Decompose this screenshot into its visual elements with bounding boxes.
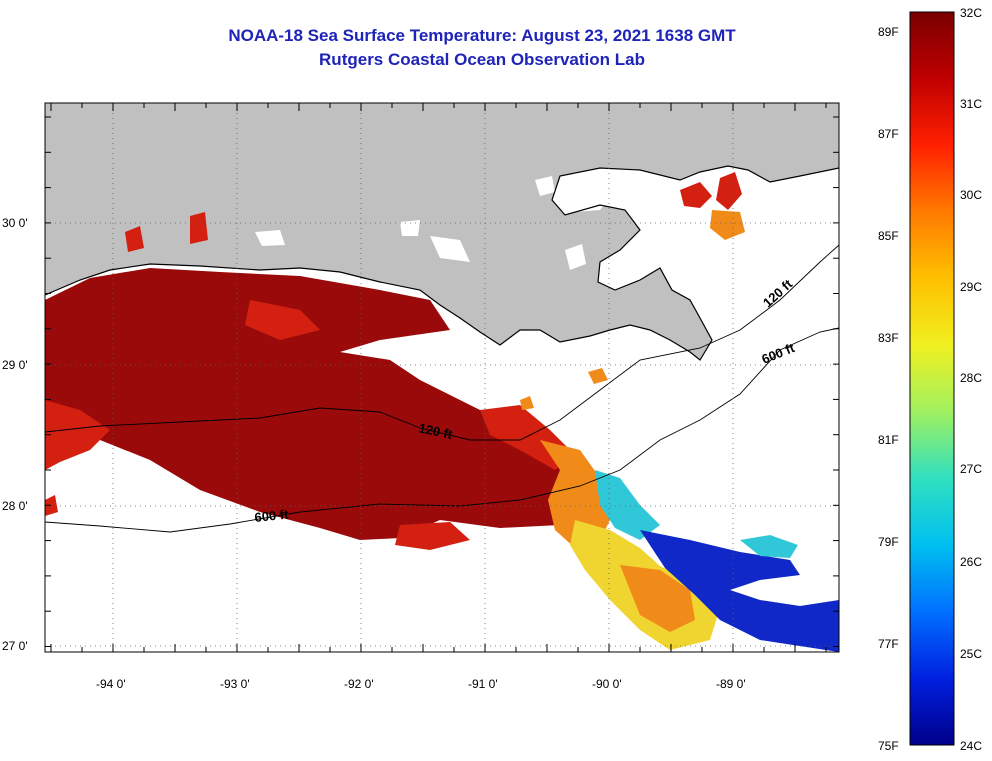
lat-label: 29 0' <box>2 358 28 372</box>
sst-mid-patch <box>540 440 615 548</box>
lon-label: -91 0' <box>468 677 498 691</box>
sst-warm-patch <box>716 172 742 210</box>
sst-cool-patch <box>740 535 798 558</box>
colorbar-celsius-label: 24C <box>960 739 982 753</box>
coastline <box>45 165 839 361</box>
colorbar-celsius-label: 32C <box>960 6 982 20</box>
sst-warm-patch <box>245 300 320 340</box>
colorbar-celsius-label: 30C <box>960 188 982 202</box>
axis-ticks <box>45 103 839 652</box>
map-title: NOAA-18 Sea Surface Temperature: August … <box>228 26 736 45</box>
colorbar-fahrenheit-label: 75F <box>878 739 899 753</box>
lon-label: -94 0' <box>96 677 126 691</box>
colorbar-fahrenheit-label: 83F <box>878 331 899 345</box>
colorbar-celsius-label: 26C <box>960 555 982 569</box>
sst-warm-patch <box>395 522 470 550</box>
lake-blob <box>255 230 285 246</box>
colorbar-celsius-label: 28C <box>960 371 982 385</box>
colorbar-celsius-label: 27C <box>960 462 982 476</box>
sst-warm-patch <box>45 400 110 470</box>
lon-label: -89 0' <box>716 677 746 691</box>
sst-mid-patch <box>620 565 695 632</box>
contour-label-120ft-mid: 120 ft <box>417 420 454 442</box>
sst-warm-patch <box>680 182 712 208</box>
lat-label: 30 0' <box>2 216 28 230</box>
lon-label: -90 0' <box>592 677 622 691</box>
colorbar-celsius-label: 25C <box>960 647 982 661</box>
sst-mid-patch <box>588 368 608 384</box>
colorbar-fahrenheit-label: 87F <box>878 127 899 141</box>
sst-warm-patch <box>190 212 208 244</box>
contour-label-600ft-west: 600 ft <box>254 506 290 525</box>
land-mass <box>45 103 839 360</box>
sst-cool-patch <box>595 470 660 540</box>
lat-label: 27 0' <box>2 639 28 653</box>
isobath-120ft <box>45 244 839 441</box>
isobath-600ft <box>45 327 839 533</box>
sst-mid-patch <box>520 396 534 410</box>
colorbar-fahrenheit-label: 85F <box>878 229 899 243</box>
sst-cold-patch <box>640 530 839 652</box>
map-frame <box>44 102 840 653</box>
colorbar-celsius-label: 29C <box>960 280 982 294</box>
lake-blob <box>565 244 586 270</box>
sst-mid-patch <box>710 210 745 240</box>
lon-label: -92 0' <box>344 677 374 691</box>
colorbar-fahrenheit-label: 77F <box>878 637 899 651</box>
sst-warm-patch <box>125 226 144 252</box>
map-subtitle: Rutgers Coastal Ocean Observation Lab <box>319 50 645 69</box>
colorbar-fahrenheit-label: 79F <box>878 535 899 549</box>
lake-blob <box>430 236 470 262</box>
sst-hot-band <box>45 268 600 540</box>
colorbar-fahrenheit-label: 89F <box>878 25 899 39</box>
colorbar-celsius-label: 31C <box>960 97 982 111</box>
lat-label: 28 0' <box>2 499 28 513</box>
lake-blob <box>560 172 612 212</box>
lake-blob <box>400 220 420 236</box>
colorbar-fahrenheit-label: 81F <box>878 433 899 447</box>
lon-label: -93 0' <box>220 677 250 691</box>
colorbar-gradient <box>909 11 955 746</box>
sst-warm-patch <box>45 495 58 516</box>
lake-blob <box>535 176 555 196</box>
